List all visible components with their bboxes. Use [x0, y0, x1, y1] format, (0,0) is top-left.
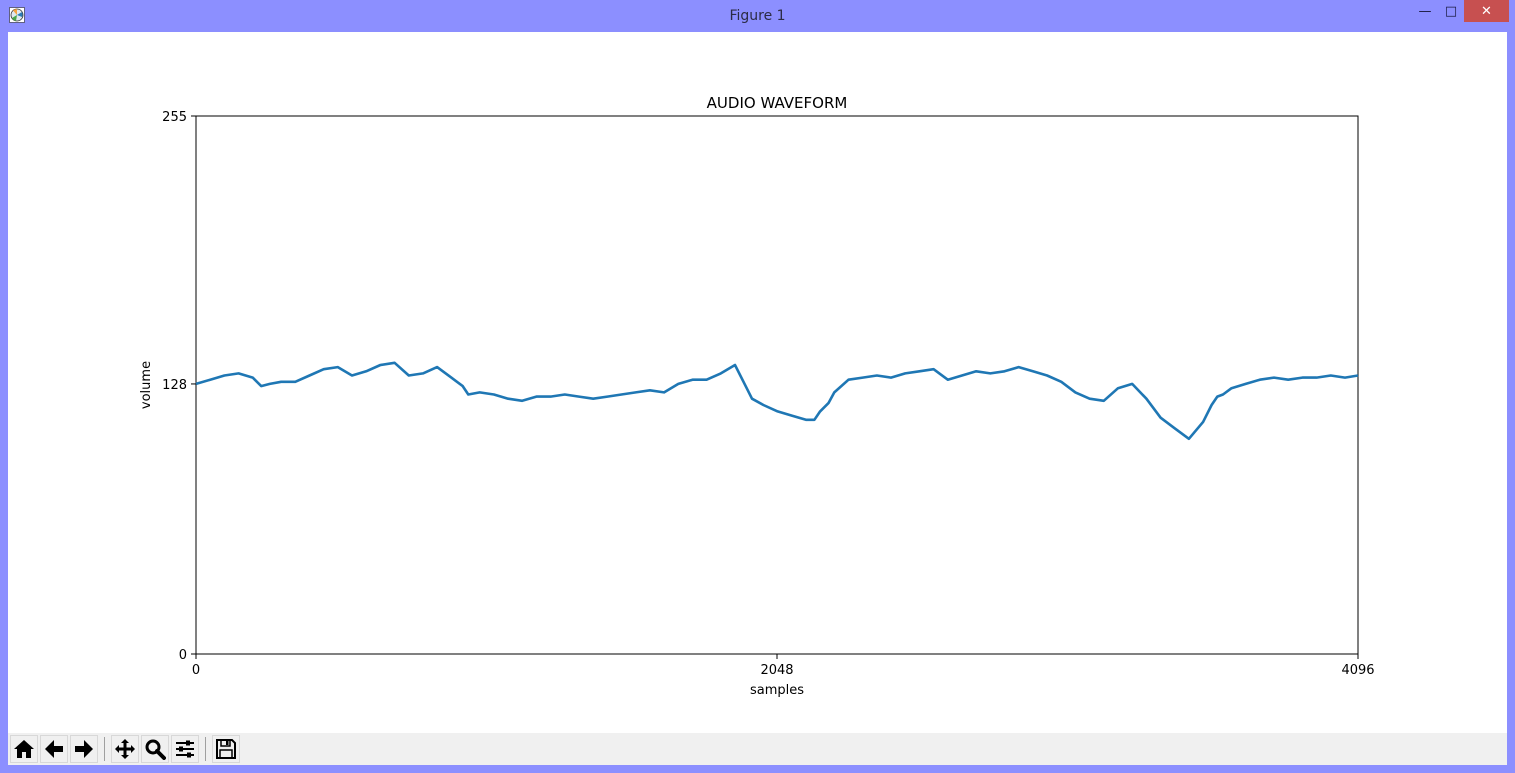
chart-title: AUDIO WAVEFORM: [707, 94, 848, 112]
series-group: [195, 361, 1359, 441]
home-icon: [14, 740, 34, 758]
pan-icon: [115, 739, 135, 759]
plot-area: [195, 115, 1359, 655]
y-axis-label: volume: [139, 361, 154, 409]
toolbar-separator: [205, 737, 206, 761]
figure-canvas: AUDIO WAVEFORM samples volume 0 2048 4096 0…: [8, 32, 1507, 765]
configure-subplots-icon: [176, 740, 194, 758]
waveform-chart: AUDIO WAVEFORM samples volume 0 2048 40960…: [139, 94, 1375, 698]
save-icon: [216, 739, 236, 759]
y-tick-label: 255: [162, 110, 187, 125]
toolbar-separator: [104, 737, 105, 761]
matplotlib-app-icon: [9, 7, 25, 23]
zoom-icon: [145, 739, 166, 760]
forward-button[interactable]: [70, 735, 98, 763]
window-title: Figure 1: [729, 8, 786, 24]
axis-ticks: 0 2048 4096 0 128 255: [162, 110, 1374, 678]
minimize-button[interactable]: —: [1418, 3, 1432, 19]
maximize-button[interactable]: □: [1444, 3, 1458, 19]
x-tick-label: 4096: [1341, 663, 1374, 678]
x-tick-label: 2048: [760, 663, 793, 678]
save-button[interactable]: [212, 735, 240, 763]
home-button[interactable]: [10, 735, 38, 763]
back-arrow-icon: [45, 740, 63, 758]
close-button[interactable]: ✕: [1464, 0, 1509, 22]
x-axis-label: samples: [750, 683, 804, 698]
y-tick-label: 128: [162, 378, 187, 393]
y-tick-label: 0: [179, 648, 187, 663]
forward-arrow-icon: [75, 740, 93, 758]
zoom-button[interactable]: [141, 735, 169, 763]
window-titlebar: Figure 1 — □ ✕: [0, 0, 1515, 32]
back-button[interactable]: [40, 735, 68, 763]
waveform-series-line: [195, 361, 1359, 441]
navigation-toolbar: [8, 733, 1507, 765]
x-tick-label: 0: [192, 663, 200, 678]
pan-button[interactable]: [111, 735, 139, 763]
configure-subplots-button[interactable]: [171, 735, 199, 763]
